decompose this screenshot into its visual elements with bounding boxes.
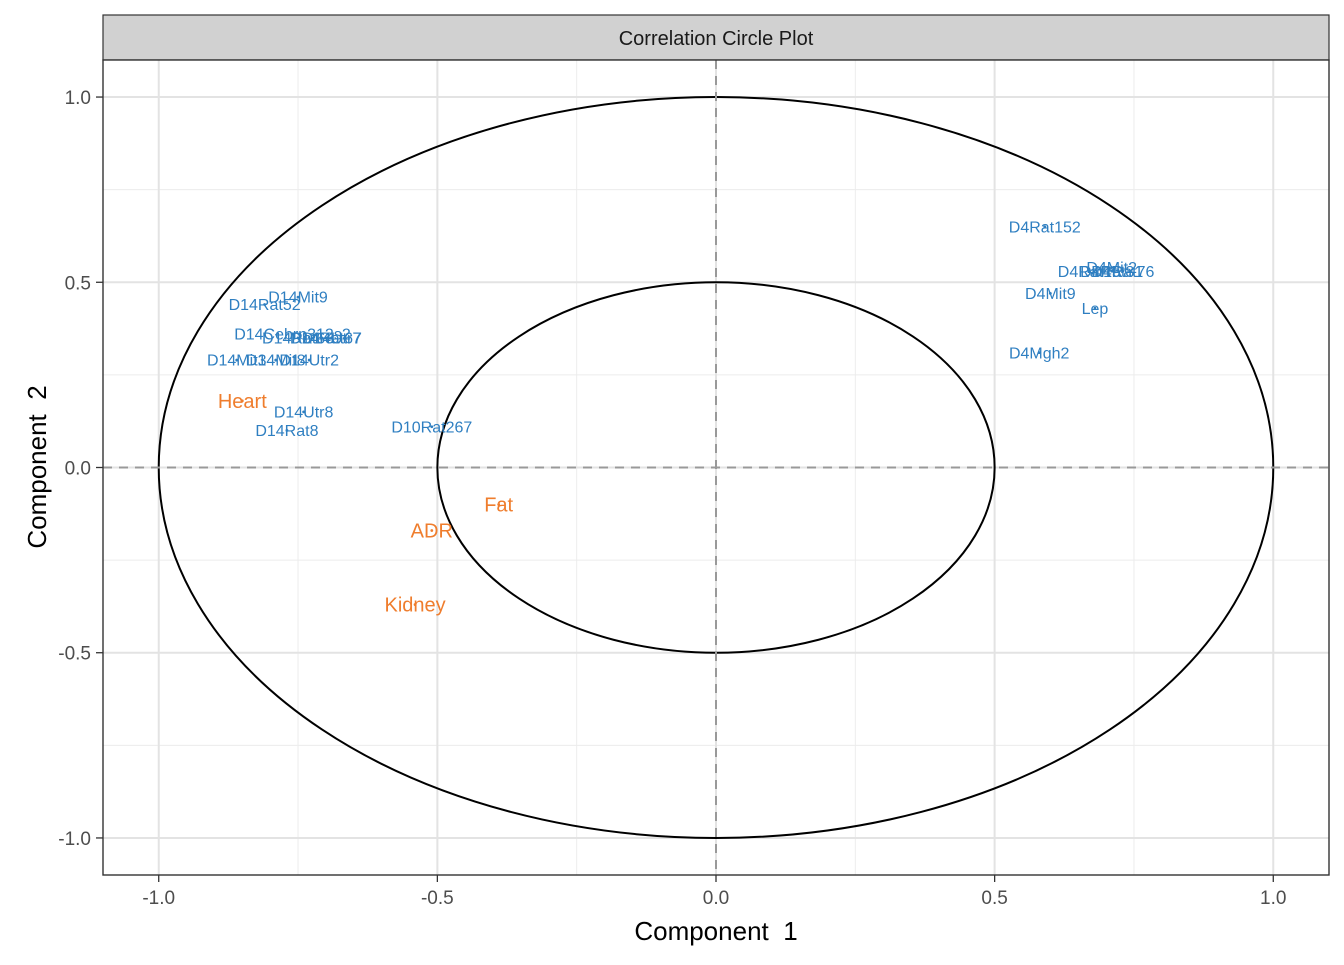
point-marker: [235, 358, 239, 362]
point-label: Lep: [1082, 301, 1109, 318]
x-axis-ticks: -1.0 -0.5 0.0 0.5 1.0: [142, 875, 1286, 909]
point-label: Fat: [484, 495, 513, 517]
facet-strip: [102, 14, 1330, 61]
data-point: D14Rat8: [255, 423, 318, 440]
data-point: D14Rat63: [262, 330, 334, 347]
chart-title: Correlation Circle Plot: [619, 28, 814, 50]
point-label: Heart: [218, 391, 267, 413]
point-label: D4Mit2: [1086, 260, 1137, 277]
point-label: D14Utr8: [274, 405, 334, 422]
data-point: D4Rat16: [1058, 264, 1121, 281]
data-point: D14Rat52: [229, 297, 301, 314]
data-point: D4Mit9: [1025, 286, 1076, 303]
point-marker: [1043, 225, 1047, 229]
data-point: D14Utr7: [302, 330, 362, 347]
point-label: D10Rat267: [391, 419, 472, 436]
data-points: D14Mit9D14Rat52D14Cebrp312s2D14Utr7D14Ra…: [207, 219, 1155, 616]
point-marker: [1048, 291, 1052, 295]
y-tick-label: 0.0: [65, 459, 91, 480]
point-marker: [285, 429, 289, 432]
point-marker: [1110, 266, 1114, 269]
point-marker: [430, 529, 434, 532]
point-marker: [1037, 351, 1041, 355]
data-point: ADR: [411, 520, 453, 542]
data-point: D14Utr2: [279, 353, 339, 370]
data-point: D14Utr8: [274, 405, 334, 422]
point-label: D14Mit3: [207, 353, 267, 370]
point-label: D14Rat8: [255, 423, 318, 440]
x-tick-label: 1.0: [1260, 888, 1286, 909]
data-point: D14Cebrp312s2: [234, 327, 351, 344]
point-marker: [302, 410, 306, 414]
data-point: Fat: [484, 495, 513, 517]
data-point: D4Mgh2: [1009, 345, 1070, 362]
point-label: D4Rat16: [1058, 264, 1121, 281]
data-point: D14Mit3: [207, 353, 267, 370]
point-marker: [430, 425, 434, 429]
point-label: D4Mgh2: [1009, 345, 1070, 362]
point-marker: [240, 399, 244, 403]
y-axis-ticks: -1.0 -0.5 0.0 0.5 1.0: [58, 88, 103, 850]
data-point: D4Rat152: [1009, 219, 1081, 236]
y-tick-label: -0.5: [58, 644, 91, 665]
point-label: D4Rat76: [1091, 264, 1154, 281]
point-marker: [274, 358, 278, 362]
y-tick-label: 1.0: [65, 88, 91, 109]
point-marker: [296, 295, 300, 299]
point-marker: [1087, 269, 1091, 273]
point-marker: [1093, 306, 1097, 310]
y-tick-label: -1.0: [58, 829, 91, 850]
point-marker: [1121, 269, 1125, 273]
x-axis-label: Component 1: [634, 916, 797, 946]
point-label: Kidney: [384, 595, 445, 617]
point-marker: [330, 336, 333, 340]
point-label: D14Cebrp312s2: [234, 327, 351, 344]
point-label: D4Mit9: [1025, 286, 1076, 303]
point-label: D14Utr7: [302, 330, 362, 347]
x-tick-label: 0.5: [981, 888, 1007, 909]
point-label: D14Utr2: [279, 353, 339, 370]
point-label: D4Rat81: [1080, 264, 1143, 281]
point-label: D14Mit9: [268, 290, 328, 307]
data-point: D10Rat267: [391, 419, 472, 436]
point-label: D4Rat152: [1009, 219, 1081, 236]
y-tick-label: 0.5: [65, 273, 91, 294]
data-point: Kidney: [384, 595, 445, 617]
zero-reference-lines: [103, 60, 1329, 875]
x-tick-label: -1.0: [142, 888, 175, 909]
point-marker: [296, 336, 300, 340]
point-marker: [413, 603, 417, 606]
point-marker: [291, 332, 294, 336]
data-point: D14Mit8: [246, 353, 306, 370]
point-label: D14Rat63: [262, 330, 334, 347]
point-label: D14Rat52: [229, 297, 301, 314]
point-marker: [1110, 269, 1114, 273]
point-marker: [497, 503, 501, 506]
data-point: D14Mit9: [268, 290, 328, 307]
x-tick-label: -0.5: [421, 888, 454, 909]
point-label: ADR: [411, 520, 453, 542]
point-marker: [324, 336, 328, 340]
point-label: D14Mit8: [246, 353, 306, 370]
y-axis-label: Component 2: [22, 385, 52, 548]
x-tick-label: 0.0: [703, 888, 729, 909]
data-point: Lep: [1082, 301, 1109, 318]
data-point: D14Rat67: [290, 330, 362, 347]
point-marker: [263, 303, 267, 306]
data-point: Heart: [218, 391, 267, 413]
point-label: D14Rat67: [290, 330, 362, 347]
data-point: D4Rat81: [1080, 264, 1143, 281]
data-point: D4Rat76: [1091, 264, 1154, 281]
data-point: D4Mit2: [1086, 260, 1137, 277]
point-marker: [307, 358, 311, 362]
